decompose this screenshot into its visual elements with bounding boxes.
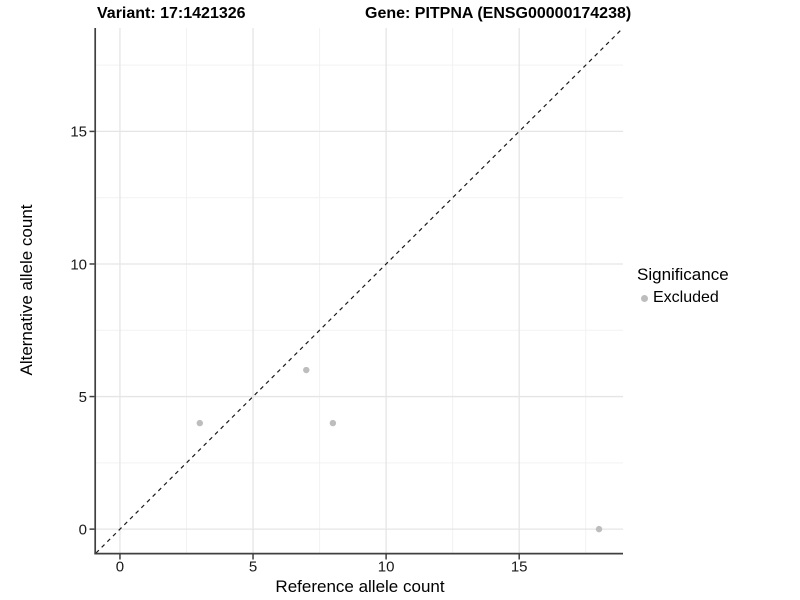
x-tick-label: 15 (511, 559, 528, 576)
legend-item-label: Excluded (653, 289, 719, 306)
x-tick-label: 10 (378, 559, 395, 576)
identity-line (95, 27, 624, 554)
gene-title: Gene: PITPNA (ENSG00000174238) (365, 5, 632, 22)
variant-title: Variant: 17:1421326 (97, 5, 246, 22)
y-axis-title: Alternative allele count (17, 204, 36, 376)
x-tick-label: 0 (116, 559, 124, 576)
data-point (196, 419, 204, 427)
x-tick-label: 5 (249, 559, 257, 576)
y-tick-label: 10 (70, 256, 87, 273)
data-point (329, 419, 337, 427)
y-tick-label: 0 (79, 521, 87, 538)
legend-title: Significance (637, 265, 729, 284)
legend-item-excluded: Excluded (641, 288, 729, 308)
data-point (595, 525, 603, 533)
excluded-point-icon (641, 294, 648, 302)
data-point (303, 366, 310, 374)
y-tick-label: 5 (79, 389, 87, 406)
y-tick-label: 15 (70, 124, 87, 141)
x-axis-title: Reference allele count (275, 577, 445, 596)
legend: Significance Excluded (637, 264, 729, 308)
